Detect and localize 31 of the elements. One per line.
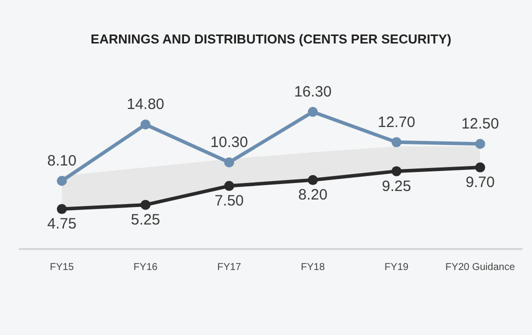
point bbox=[140, 120, 150, 130]
point bbox=[56, 176, 67, 186]
point bbox=[56, 204, 67, 214]
point bbox=[140, 200, 150, 210]
data-label: 9.70 bbox=[466, 174, 495, 192]
data-label: 12.50 bbox=[461, 116, 499, 132]
x-tick-label: FY19 bbox=[384, 262, 409, 273]
x-tick-label: FY17 bbox=[217, 262, 242, 273]
point bbox=[475, 138, 486, 149]
point bbox=[224, 180, 234, 191]
data-label: 12.70 bbox=[378, 114, 416, 131]
chart-title: EARNINGS AND DISTRIBUTIONS (CENTS PER SECURITY) bbox=[90, 31, 452, 46]
x-tick-label: FY16 bbox=[134, 262, 158, 273]
data-label: 16.30 bbox=[294, 84, 332, 101]
data-label: 5.25 bbox=[130, 211, 160, 228]
point bbox=[308, 175, 318, 186]
data-label: 14.80 bbox=[126, 96, 164, 114]
data-label: 10.30 bbox=[210, 134, 248, 152]
data-label: 4.75 bbox=[47, 216, 76, 233]
point bbox=[475, 162, 486, 172]
data-label: 8.10 bbox=[47, 152, 76, 170]
x-tick-label: FY20 Guidance bbox=[445, 262, 516, 273]
x-tick-label: FY15 bbox=[50, 262, 74, 273]
point bbox=[392, 137, 402, 148]
data-label: 9.25 bbox=[382, 178, 412, 195]
data-label: 7.50 bbox=[214, 192, 244, 210]
point bbox=[224, 157, 234, 168]
point bbox=[308, 106, 318, 117]
x-tick-label: FY18 bbox=[300, 262, 326, 273]
point bbox=[392, 166, 402, 176]
data-label: 8.20 bbox=[298, 186, 328, 204]
